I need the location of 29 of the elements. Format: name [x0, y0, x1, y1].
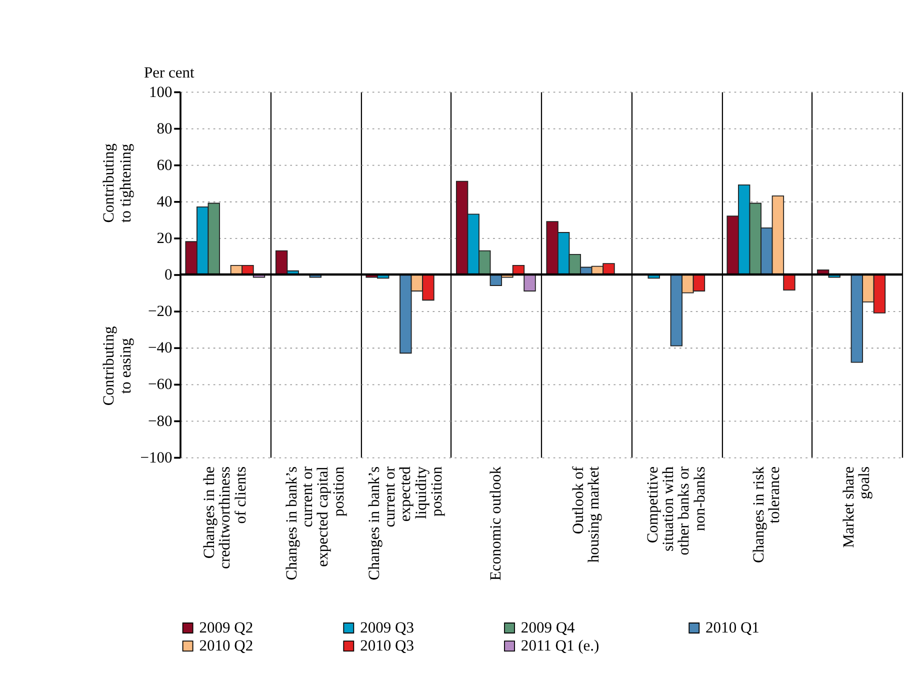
- y-tick-label: −20: [148, 303, 172, 320]
- y-tick-label: 40: [156, 193, 173, 210]
- y-tick-label: 20: [156, 230, 173, 248]
- x-tick-label: Changes in bank’s current or expected capital position: [284, 466, 348, 580]
- y-tick-label: 0: [164, 266, 173, 284]
- legend-label: 2011 Q1 (e.): [520, 638, 600, 655]
- text: Contributing to tightening: [100, 143, 135, 223]
- y-tick-label: −60: [148, 376, 172, 394]
- y-axis-title: Per cent: [144, 64, 196, 82]
- y-tick-label: 80: [156, 120, 173, 138]
- legend-label: 2009 Q3: [360, 620, 414, 637]
- y-tick-label: −40: [148, 340, 172, 357]
- bar: [783, 274, 796, 291]
- legend-label: 2010 Q2: [199, 638, 254, 655]
- x-tick-label: Changes in risk tolerance: [750, 466, 783, 564]
- x-tick-label: Economic outlook: [487, 466, 504, 581]
- y-tick-label: −80: [148, 412, 172, 430]
- y-tick-label: 100: [148, 84, 173, 101]
- x-tick-label: Changes in the creditworthiness of clients: [201, 466, 250, 570]
- y-tick-label: −100: [140, 449, 173, 466]
- text: Contributing to easing: [100, 326, 135, 406]
- y-tick-label: 60: [156, 156, 173, 174]
- bar: [524, 274, 536, 292]
- legend-label: 2010 Q3: [360, 638, 414, 655]
- x-tick-label: Market share goals: [840, 466, 874, 548]
- legend-label: 2010 Q1: [706, 620, 760, 637]
- legend-label: 2009 Q4: [520, 620, 576, 637]
- x-tick-label: Outlook of housing market: [570, 466, 602, 563]
- legend-label: 2009 Q2: [199, 620, 254, 637]
